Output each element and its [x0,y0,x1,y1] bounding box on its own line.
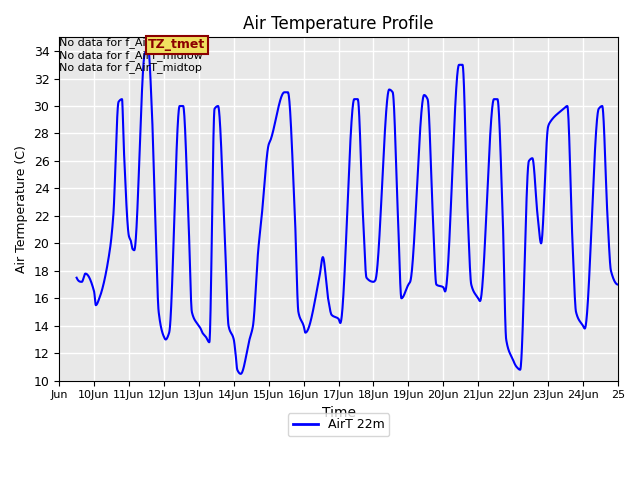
Legend: AirT 22m: AirT 22m [287,413,389,436]
Title: Air Temperature Profile: Air Temperature Profile [243,15,434,33]
Text: No data for f_AirT_low
No data for f_AirT_midlow
No data for f_AirT_midtop: No data for f_AirT_low No data for f_Air… [59,37,203,73]
Y-axis label: Air Termperature (C): Air Termperature (C) [15,145,28,273]
X-axis label: Time: Time [321,406,356,420]
Text: TZ_tmet: TZ_tmet [148,38,205,51]
